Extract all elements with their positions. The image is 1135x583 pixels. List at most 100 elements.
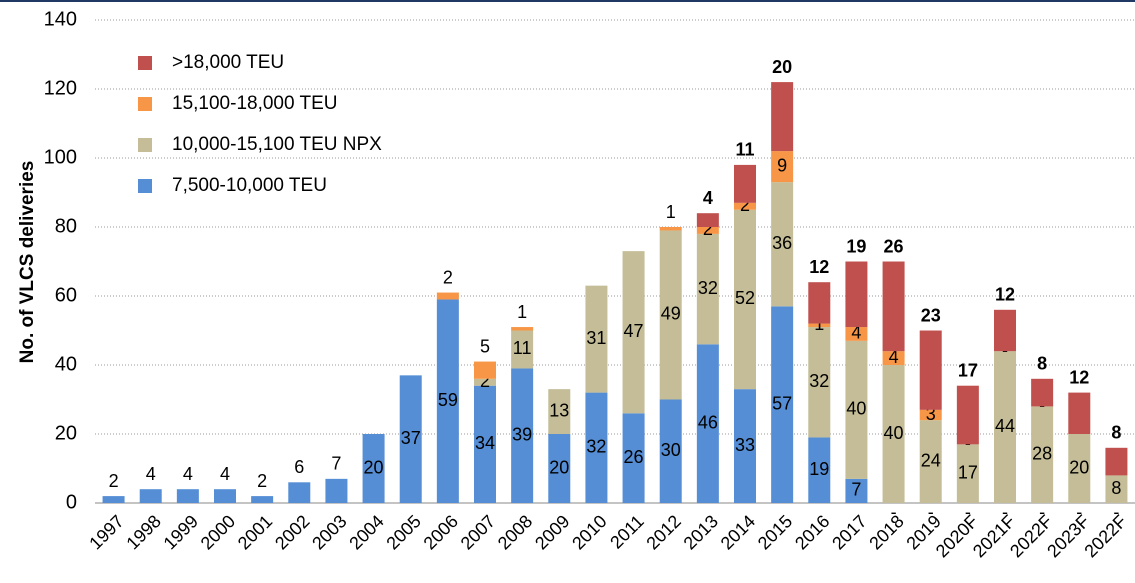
x-tick-label: 2001 xyxy=(234,511,276,553)
x-tick-label: 2018 xyxy=(865,511,907,553)
data-label: 31 xyxy=(586,328,606,348)
data-label: 8 xyxy=(1111,423,1121,443)
bar-segment xyxy=(139,489,162,503)
y-tick-label: 40 xyxy=(55,353,77,375)
bar-segment xyxy=(1068,434,1091,503)
data-label: 2 xyxy=(257,471,267,491)
bar-segment xyxy=(845,327,868,341)
data-label: - xyxy=(965,502,971,522)
bar-segment xyxy=(1031,378,1054,407)
data-label: 44 xyxy=(995,416,1015,436)
data-label: 12 xyxy=(995,285,1015,305)
data-label: 20 xyxy=(364,457,384,477)
bar-segment xyxy=(808,323,831,328)
bar-segment xyxy=(994,351,1016,503)
bar-segment xyxy=(696,213,719,227)
legend-swatch xyxy=(138,97,152,111)
data-label: 2 xyxy=(703,219,713,239)
data-label: 4 xyxy=(703,188,713,208)
data-label: 17 xyxy=(958,360,978,380)
bar-segment xyxy=(696,233,719,345)
bar-segment xyxy=(659,227,682,231)
y-tick-label: 60 xyxy=(55,284,77,306)
legend-label: 7,500-10,000 TEU xyxy=(172,175,327,196)
bar-segment xyxy=(251,496,274,503)
data-label: 32 xyxy=(809,371,829,391)
data-label: 34 xyxy=(475,433,495,453)
data-label: 4 xyxy=(851,323,861,343)
data-label: 1 xyxy=(666,202,676,222)
data-label: 26 xyxy=(624,447,644,467)
data-label: 4 xyxy=(220,464,230,484)
bar-segment xyxy=(771,82,794,152)
data-label: 20 xyxy=(549,457,569,477)
data-label: 2 xyxy=(443,267,453,287)
bar-segment xyxy=(659,230,682,400)
data-label: - xyxy=(1113,502,1119,522)
legend-swatch xyxy=(138,138,152,152)
bar-segment xyxy=(808,327,831,438)
data-label: 32 xyxy=(698,278,718,298)
data-label: 30 xyxy=(661,440,681,460)
data-label: 1 xyxy=(814,314,824,334)
x-tick-label: 2007 xyxy=(457,511,499,553)
bar-segment xyxy=(845,478,868,503)
x-tick-label: 2014 xyxy=(717,511,759,553)
bar-segment xyxy=(214,489,236,503)
y-tick-label: 80 xyxy=(55,215,77,237)
x-tick-label: 2000 xyxy=(197,511,239,553)
bar-segment xyxy=(994,309,1016,352)
y-tick-label: 20 xyxy=(55,422,77,444)
bar-segment xyxy=(808,437,831,503)
data-label: 17 xyxy=(958,462,978,482)
bar-segment xyxy=(808,282,831,324)
bar-segment xyxy=(511,327,534,331)
bar-segment xyxy=(845,261,868,328)
legend-swatch xyxy=(138,179,152,193)
bar-segment xyxy=(474,378,496,386)
bar-segment xyxy=(102,496,125,503)
data-label: 20 xyxy=(1069,457,1089,477)
legend-swatch xyxy=(138,56,152,70)
bar-segment xyxy=(548,389,571,434)
data-label: 36 xyxy=(772,233,792,253)
bar-segment xyxy=(436,292,459,300)
bar-segment xyxy=(919,409,942,421)
bar-segment xyxy=(548,434,571,503)
data-label: 52 xyxy=(735,288,755,308)
bar-segment xyxy=(474,361,496,379)
data-label: 11 xyxy=(735,140,754,160)
bar-segment xyxy=(1068,392,1091,434)
x-tick-label: 2009 xyxy=(531,511,573,553)
data-label: 37 xyxy=(401,428,421,448)
data-label: 39 xyxy=(512,424,532,444)
bar-segment xyxy=(882,351,905,365)
bar-segment xyxy=(845,340,868,479)
bar-segment xyxy=(362,434,385,503)
x-tick-label: 2013 xyxy=(680,511,722,553)
bar-segment xyxy=(771,306,794,503)
legend-label: 15,100-18,000 TEU xyxy=(172,93,338,114)
data-label: 9 xyxy=(777,155,787,175)
bar-segment xyxy=(734,164,756,203)
data-label: 40 xyxy=(846,399,866,419)
data-label: 8 xyxy=(1037,354,1047,374)
data-label: 40 xyxy=(884,423,904,443)
data-label: 12 xyxy=(809,257,829,277)
x-tick-label: 2003 xyxy=(308,511,350,553)
x-tick-label: 2022F xyxy=(1080,511,1130,561)
data-label: 19 xyxy=(809,459,829,479)
data-label: 33 xyxy=(735,435,755,455)
bar-segment xyxy=(919,330,942,410)
data-label: 1 xyxy=(517,302,527,322)
data-label: 19 xyxy=(846,236,866,256)
data-label: 3 xyxy=(926,404,936,424)
x-tick-label: 1997 xyxy=(85,511,127,553)
bar-segment xyxy=(696,227,719,234)
bar-segment xyxy=(771,151,794,183)
data-label: 32 xyxy=(586,437,606,457)
bar-segment xyxy=(734,389,756,503)
bar-segment xyxy=(696,344,719,503)
bar-segment xyxy=(734,202,756,210)
bar-segment xyxy=(1105,447,1128,476)
